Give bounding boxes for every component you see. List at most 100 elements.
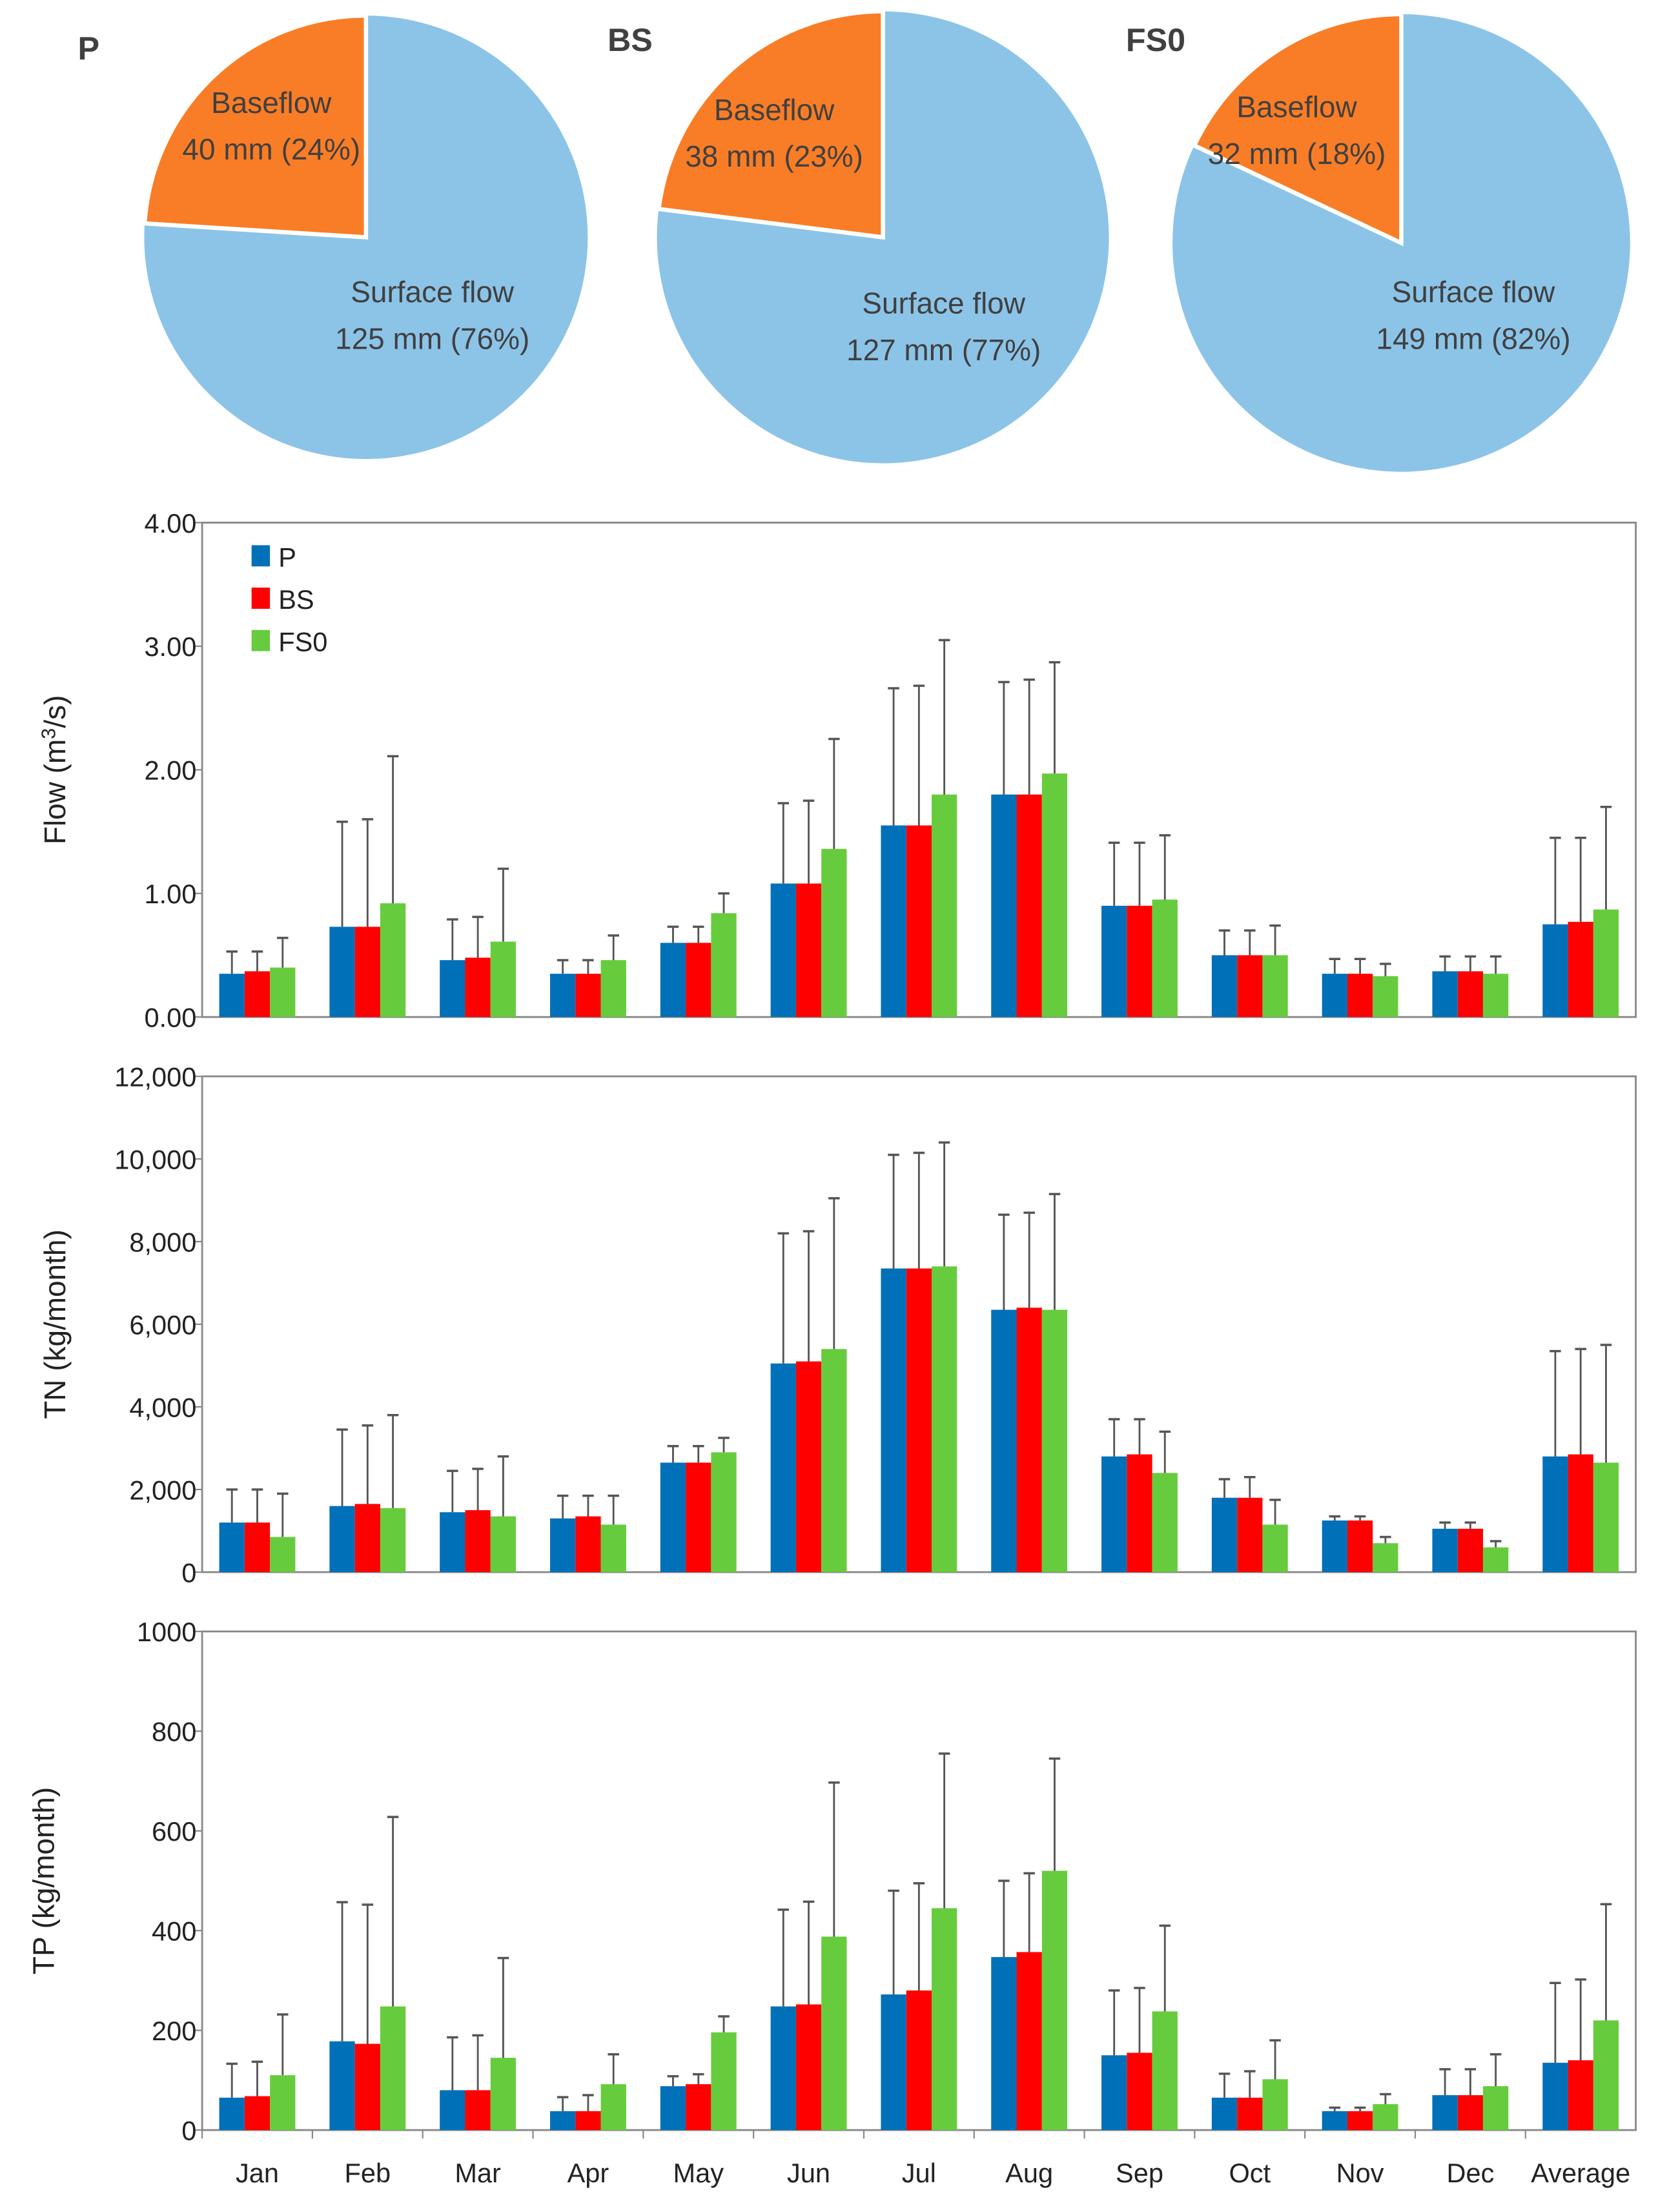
bar-FS0-Jan — [270, 967, 296, 1018]
pie-slice-label: 32 mm (18%) — [1208, 137, 1386, 170]
y-axis-label: Flow (m3/s) — [38, 695, 72, 845]
bar-P-Nov — [1322, 2111, 1347, 2131]
bar-P-May — [660, 1462, 686, 1572]
y-axis-label: TP (kg/month) — [26, 1787, 60, 1974]
bar-BS-Oct — [1237, 2097, 1263, 2131]
bar-FS0-Aug — [1041, 1309, 1068, 1572]
bar-P-Oct — [1211, 955, 1238, 1018]
bar-P-Jun — [770, 1363, 796, 1572]
bar-BS-Aug — [1016, 1307, 1042, 1572]
bar-P-Mar — [440, 2090, 465, 2131]
bar-chart-tn: 0 2,000 4,000 6,000 8,000 10,000 12,000 TN (kg/… — [38, 1061, 1637, 1588]
bar-BS-Nov — [1347, 974, 1373, 1018]
pie-slice-baseflow — [656, 9, 885, 240]
bar-P-Feb — [329, 1506, 355, 1572]
x-tick-label: Nov — [1336, 2158, 1384, 2188]
bar-P-Nov — [1322, 974, 1347, 1018]
bar-P-Nov — [1322, 1520, 1347, 1572]
x-tick-label: Apr — [568, 2158, 609, 2188]
x-tick-label: May — [673, 2158, 724, 2188]
y-axis-label: TN (kg/month) — [38, 1229, 72, 1419]
bar-FS0-Mar — [490, 941, 516, 1018]
bar-FS0-Dec — [1483, 2086, 1509, 2131]
bar-BS-Mar — [465, 1510, 491, 1572]
bar-FS0-Nov — [1373, 2104, 1398, 2131]
legend-swatch-BS — [251, 588, 271, 609]
bar-BS-Jun — [795, 883, 822, 1018]
bar-P-May — [660, 943, 686, 1018]
bar-P-Jul — [881, 1994, 906, 2131]
bar-P-Sep — [1101, 905, 1127, 1018]
bar-P-Sep — [1101, 1456, 1127, 1572]
y-tick-label: 1.00 — [144, 879, 196, 909]
pie-slice-label: 125 mm (76%) — [335, 322, 529, 355]
pie-slice-baseflow — [142, 13, 369, 240]
bar-FS0-Nov — [1373, 976, 1398, 1018]
y-tick-label: 0.00 — [144, 1002, 196, 1032]
bar-BS-Dec — [1457, 1528, 1484, 1572]
bar-P-Jan — [219, 974, 245, 1018]
bar-FS0-May — [711, 1452, 737, 1572]
bar-P-Aug — [991, 794, 1017, 1018]
y-tick-label: 10,000 — [114, 1144, 196, 1174]
bar-BS-Sep — [1127, 905, 1152, 1018]
y-tick-label: 4.00 — [144, 508, 196, 538]
pie-slice-label: 40 mm (24%) — [182, 132, 360, 166]
bar-BS-Nov — [1347, 2111, 1373, 2131]
pie-slice-label: 149 mm (82%) — [1376, 322, 1570, 355]
bar-BS-Oct — [1237, 1497, 1263, 1572]
bar-P-Oct — [1211, 2097, 1238, 2131]
bar-BS-Aug — [1016, 1952, 1042, 2131]
bar-FS0-Dec — [1483, 974, 1509, 1018]
bar-P-Aug — [991, 1309, 1017, 1572]
bar-P-Oct — [1211, 1497, 1238, 1572]
y-tick-label: 400 — [152, 1916, 196, 1947]
x-tick-label: Oct — [1229, 2158, 1271, 2188]
bar-BS-Jul — [906, 1268, 932, 1572]
bar-BS-Sep — [1127, 2053, 1152, 2131]
bar-P-Jun — [770, 883, 796, 1018]
pie-slice-name: Baseflow — [714, 93, 835, 127]
bar-P-Jul — [881, 825, 906, 1018]
pie-slice-name: Baseflow — [1236, 90, 1357, 124]
bar-FS0-Jan — [270, 1537, 296, 1572]
y-tick-label: 0 — [181, 1557, 196, 1588]
bar-BS-Mar — [465, 958, 491, 1018]
bar-FS0-Apr — [600, 2084, 626, 2131]
bar-FS0-Feb — [380, 2006, 406, 2131]
bar-FS0-Apr — [600, 960, 626, 1018]
legend-swatch-FS0 — [251, 630, 271, 651]
bar-P-Average — [1542, 924, 1568, 1018]
x-tick-label: Jul — [902, 2158, 936, 2188]
y-tick-label: 1000 — [137, 1617, 196, 1647]
bar-BS-Jan — [244, 1522, 271, 1572]
bar-BS-May — [686, 943, 711, 1018]
bar-BS-Jan — [244, 971, 271, 1018]
bar-FS0-Jun — [821, 1349, 847, 1572]
bar-P-Feb — [329, 2041, 355, 2131]
bar-BS-Apr — [575, 974, 601, 1018]
y-axis-label-part: /s) — [38, 695, 72, 728]
bar-BS-Jul — [906, 1990, 932, 2131]
bar-P-Dec — [1432, 971, 1458, 1018]
bar-chart-tp: 0 200 400 600 800 1000 TP (kg/month) Jan Feb Mar A… — [26, 1617, 1637, 2188]
bar-P-Dec — [1432, 2095, 1458, 2131]
bar-FS0-Sep — [1152, 899, 1178, 1018]
pie-slice-name: Surface flow — [1392, 275, 1556, 309]
bar-FS0-Mar — [490, 1516, 516, 1572]
legend-label-BS: BS — [278, 584, 314, 615]
pie-slice-name: Baseflow — [211, 86, 332, 119]
bar-BS-Average — [1568, 1454, 1593, 1572]
bar-BS-Feb — [354, 927, 380, 1018]
pie-title: FS0 — [1126, 21, 1185, 58]
y-tick-label: 12,000 — [114, 1061, 196, 1092]
bar-FS0-Jul — [932, 1266, 957, 1572]
bar-BS-Apr — [575, 1516, 601, 1572]
x-tick-label: Sep — [1116, 2158, 1163, 2188]
superscript: 3 — [38, 728, 60, 739]
bar-FS0-Aug — [1041, 773, 1068, 1018]
bar-P-Mar — [440, 1512, 465, 1572]
bar-FS0-Apr — [600, 1524, 626, 1572]
bar-FS0-Aug — [1041, 1870, 1068, 2131]
legend-swatch-P — [251, 545, 271, 567]
